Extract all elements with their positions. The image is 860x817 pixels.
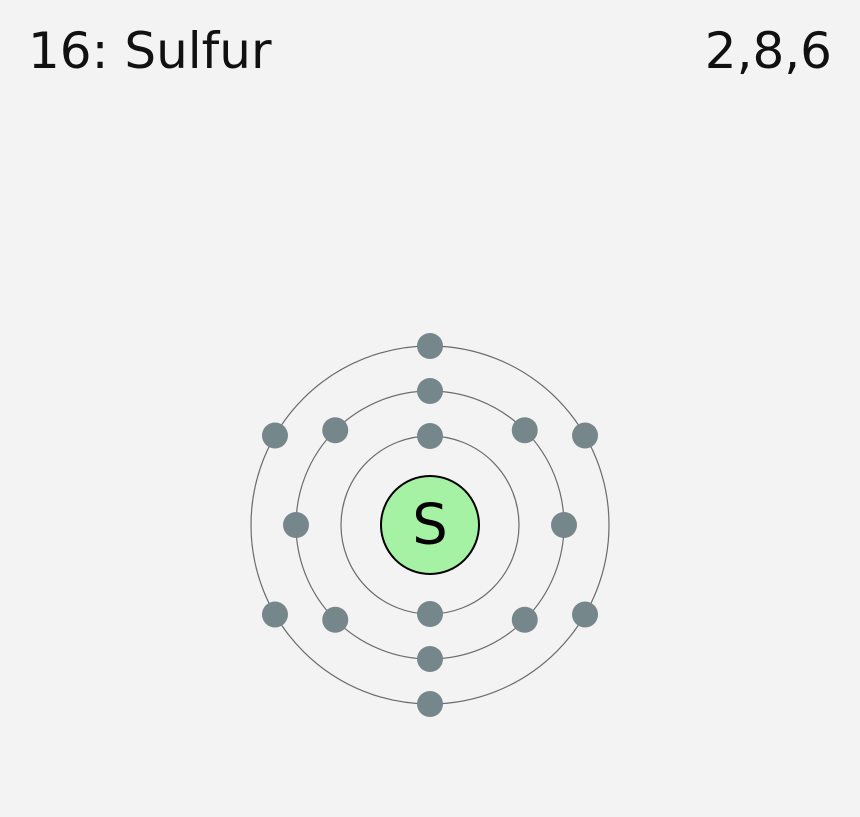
electron — [417, 601, 443, 627]
electron — [572, 423, 598, 449]
electron — [417, 423, 443, 449]
electron-shell-diagram: S — [0, 0, 860, 817]
page: 16: Sulfur 2,8,6 S — [0, 0, 860, 817]
electron — [322, 417, 348, 443]
electron — [572, 602, 598, 628]
electron — [322, 607, 348, 633]
electron — [551, 512, 577, 538]
electron — [417, 646, 443, 672]
electron — [512, 417, 538, 443]
nucleus-symbol: S — [412, 493, 448, 558]
electron — [512, 607, 538, 633]
electron — [417, 691, 443, 717]
electron — [417, 333, 443, 359]
electron — [262, 602, 288, 628]
electron — [417, 378, 443, 404]
electron — [283, 512, 309, 538]
electron — [262, 423, 288, 449]
